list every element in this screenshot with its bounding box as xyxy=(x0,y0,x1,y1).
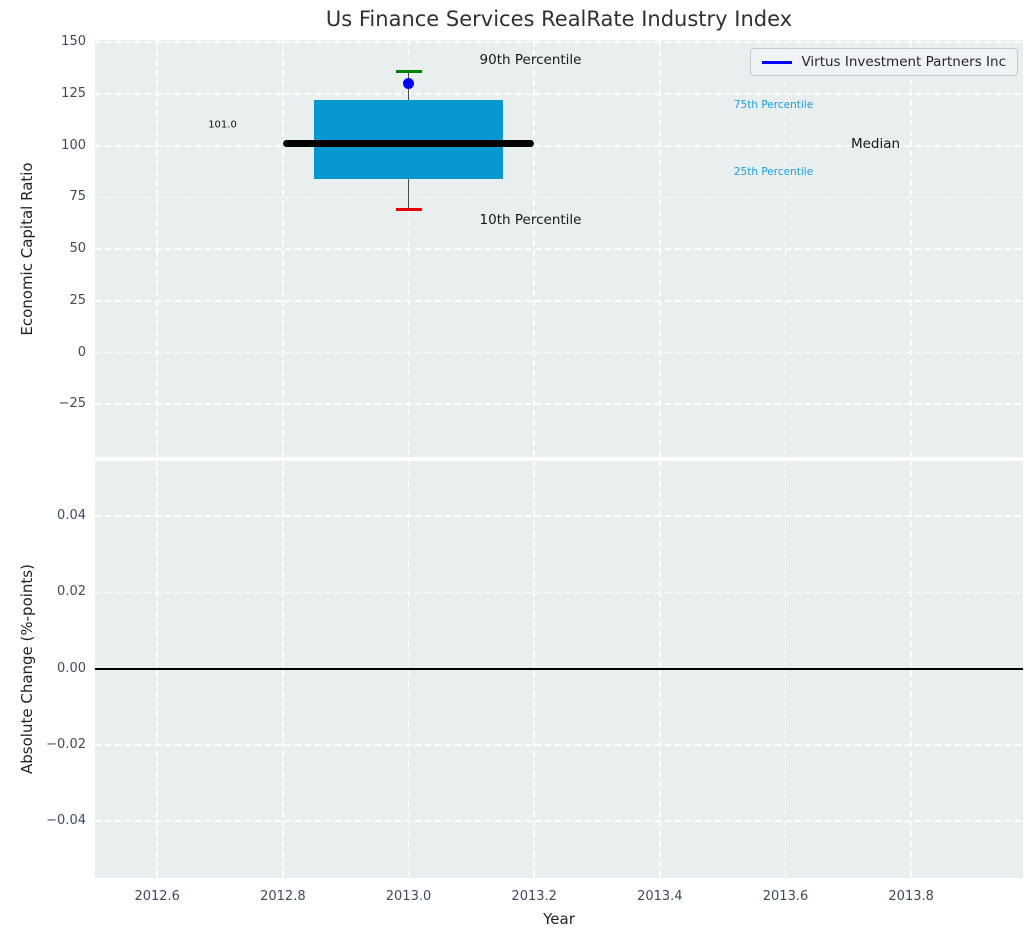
x-axis-label: Year xyxy=(543,910,575,928)
y-tick-label: 125 xyxy=(61,85,86,101)
horizontal-gridline xyxy=(95,820,1023,822)
y-tick-label: −0.02 xyxy=(46,736,86,752)
y-tick-label: 150 xyxy=(61,34,86,50)
horizontal-gridline xyxy=(95,515,1023,518)
median-annotation: Median xyxy=(850,135,901,152)
horizontal-gridline xyxy=(95,403,1023,406)
horizontal-gridline xyxy=(95,144,1023,147)
x-tick-label: 2013.6 xyxy=(762,889,809,904)
y-tick-label: 0 xyxy=(77,344,86,360)
p10-annotation: 10th Percentile xyxy=(479,211,582,228)
horizontal-gridline xyxy=(95,93,1023,95)
p90-annotation: 90th Percentile xyxy=(479,52,582,69)
legend-label: Virtus Investment Partners Inc xyxy=(801,54,1006,70)
y-tick-label: 50 xyxy=(69,241,86,257)
top-axes: 90th Percentile 10th Percentile 75th Per… xyxy=(95,40,1023,457)
x-tick-label: 2013.0 xyxy=(385,889,432,904)
y-tick-label: 25 xyxy=(69,292,86,308)
horizontal-gridline xyxy=(95,351,1023,354)
legend-line-swatch xyxy=(762,60,793,64)
horizontal-gridline xyxy=(95,41,1023,44)
company-marker xyxy=(403,78,415,90)
y-tick-label: 0.00 xyxy=(57,660,86,676)
legend: Virtus Investment Partners Inc xyxy=(750,48,1018,76)
y-tick-label: 0.02 xyxy=(57,584,86,600)
horizontal-gridline xyxy=(95,196,1023,199)
horizontal-gridline xyxy=(95,591,1023,594)
horizontal-gridline xyxy=(95,743,1023,746)
y-tick-label: 100 xyxy=(61,137,86,153)
zero-line xyxy=(95,667,1023,670)
p10-cap-marker xyxy=(395,208,422,212)
y-tick-label: 0.04 xyxy=(57,508,86,524)
y-tick-label: −0.04 xyxy=(46,812,86,828)
p25-annotation: 25th Percentile xyxy=(733,165,814,178)
y-tick-label: −25 xyxy=(58,396,86,412)
x-tick-label: 2012.8 xyxy=(260,889,306,904)
bottom-axes xyxy=(95,461,1023,878)
horizontal-gridline xyxy=(95,299,1023,302)
p90-cap-marker xyxy=(395,69,422,73)
y-tick-label: 75 xyxy=(69,189,86,205)
x-tick-label: 2013.2 xyxy=(511,889,557,904)
p75-annotation: 75th Percentile xyxy=(733,99,814,112)
median-value-annotation: 101.0 xyxy=(208,119,237,131)
x-tick-label: 2013.4 xyxy=(637,889,683,904)
iqr-box xyxy=(314,100,503,179)
x-tick-label: 2012.6 xyxy=(134,889,180,904)
horizontal-gridline xyxy=(95,248,1023,250)
x-tick-label: 2013.8 xyxy=(888,889,934,904)
chart-title: Us Finance Services RealRate Industry In… xyxy=(325,7,793,31)
median-line xyxy=(282,140,535,148)
